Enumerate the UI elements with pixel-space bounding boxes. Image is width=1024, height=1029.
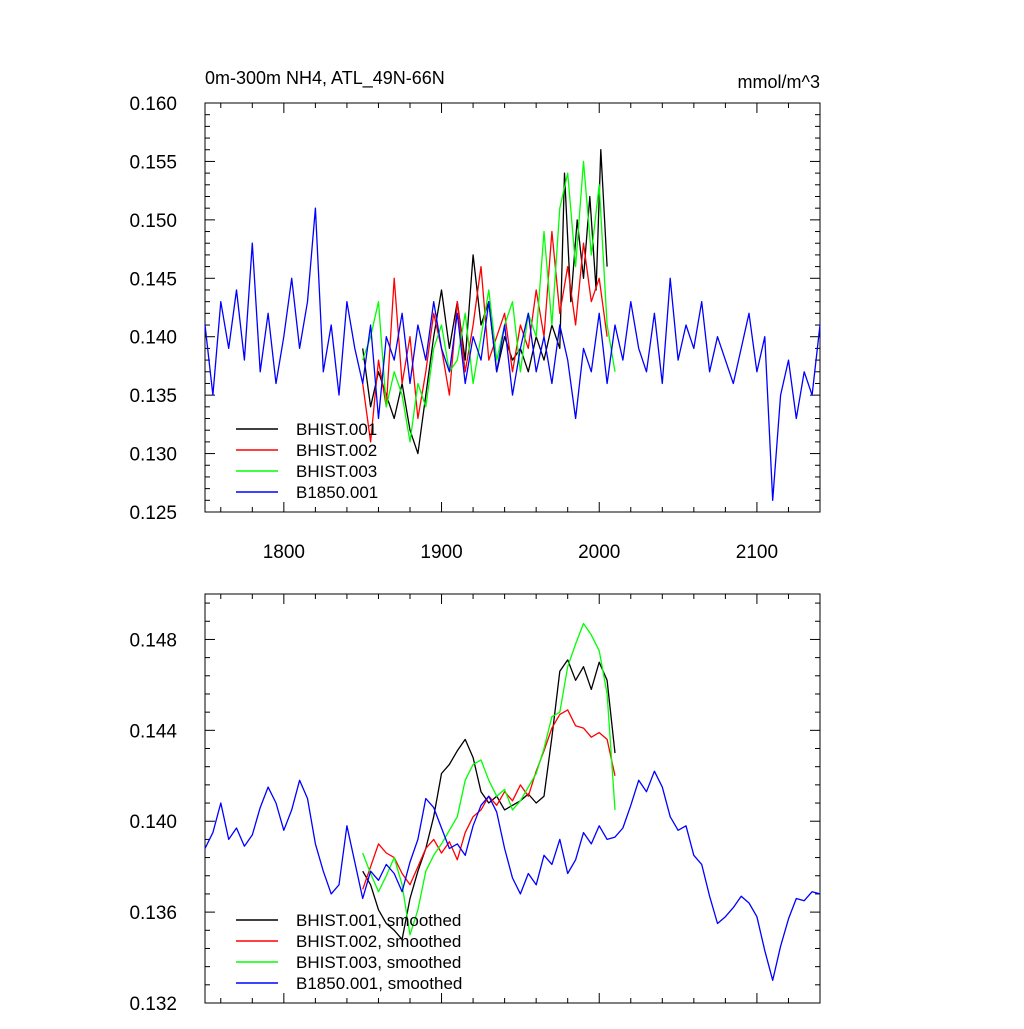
top-y-tick-label: 0.150 <box>129 211 177 232</box>
bottom-y-tick-label: 0.136 <box>129 903 177 924</box>
top-series-line <box>204 207 821 501</box>
top-series-line <box>362 149 608 455</box>
top-y-tick-label: 0.135 <box>129 386 177 407</box>
bottom-y-tick-label: 0.140 <box>129 812 177 833</box>
top-y-tick-label: 0.130 <box>129 445 177 466</box>
top-panel-title: 0m-300m NH4, ATL_49N-66N <box>205 68 445 89</box>
bottom-y-tick-label: 0.132 <box>129 994 177 1015</box>
bottom-legend-label: BHIST.002, smoothed <box>296 932 461 951</box>
top-series-line <box>362 230 608 443</box>
top-x-tick-label: 1900 <box>420 542 462 563</box>
bottom-series-line <box>362 709 616 890</box>
top-plot-frame <box>204 102 821 513</box>
bottom-legend-label: BHIST.003, smoothed <box>296 953 461 972</box>
bottom-series-line <box>362 659 616 941</box>
bottom-series-line <box>204 770 821 981</box>
top-y-tick-label: 0.145 <box>129 269 177 290</box>
top-panel-units: mmol/m^3 <box>738 72 820 92</box>
top-y-tick-label: 0.125 <box>129 503 177 524</box>
bottom-y-tick-label: 0.148 <box>129 630 177 651</box>
bottom-plot-frame <box>204 593 821 1004</box>
top-legend-label: B1850.001 <box>296 483 378 502</box>
top-legend-label: BHIST.002 <box>296 441 377 460</box>
top-series-line <box>362 160 616 443</box>
bottom-series-line <box>362 622 616 936</box>
bottom-legend-label: B1850.001, smoothed <box>296 974 462 993</box>
top-x-tick-label: 1800 <box>263 542 305 563</box>
top-y-tick-label: 0.160 <box>129 94 177 115</box>
top-panel: 0.125 0.130 0.135 0.140 0.145 0.150 0.155 0.160… <box>129 94 821 563</box>
top-y-tick-label: 0.140 <box>129 328 177 349</box>
top-legend-label: BHIST.003 <box>296 462 377 481</box>
top-y-tick-label: 0.155 <box>129 152 177 173</box>
bottom-y-tick-label: 0.144 <box>129 721 177 742</box>
bottom-panel: 0.132 0.136 0.140 0.144 0.148 BHIST.001, smoo… <box>129 593 821 1015</box>
top-x-tick-label: 2100 <box>736 542 778 563</box>
top-x-tick-label: 2000 <box>578 542 620 563</box>
top-legend-label: BHIST.001 <box>296 420 377 439</box>
bottom-legend-label: BHIST.001, smoothed <box>296 911 461 930</box>
